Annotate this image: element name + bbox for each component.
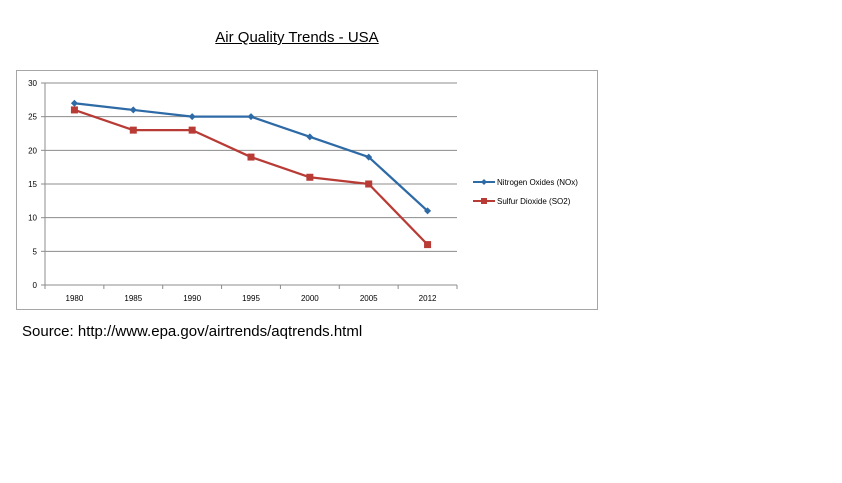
y-tick-label: 10 (28, 214, 37, 223)
data-point-so2 (188, 126, 196, 134)
legend-label: Nitrogen Oxides (NOx) (497, 178, 578, 187)
data-point-nox (247, 113, 255, 121)
x-tick-label: 1990 (183, 294, 201, 303)
y-tick-label: 0 (33, 281, 38, 290)
data-point-so2 (247, 153, 255, 161)
legend-marker (481, 179, 487, 185)
x-tick-label: 2012 (419, 294, 437, 303)
x-tick-label: 2005 (360, 294, 378, 303)
series-lines (70, 99, 432, 249)
x-tick-label: 1995 (242, 294, 260, 303)
legend: Nitrogen Oxides (NOx) Sulfur Dioxide (SO2… (473, 178, 578, 206)
chart-area: 0 5 10 15 20 25 30 1980 1985 1990 1995 2000 2005 2012… (16, 70, 598, 310)
data-point-nox (306, 133, 314, 141)
data-point-so2 (70, 106, 78, 114)
gridlines (45, 82, 457, 252)
x-tick-label: 2000 (301, 294, 319, 303)
data-point-nox (129, 106, 137, 114)
data-point-so2 (365, 180, 373, 188)
x-tick-label: 1980 (66, 294, 84, 303)
x-tick-label: 1985 (124, 294, 142, 303)
data-point-nox (188, 113, 196, 121)
data-point-so2 (129, 126, 137, 134)
legend-label: Sulfur Dioxide (SO2) (497, 197, 571, 206)
data-point-so2 (306, 173, 314, 181)
axes: 0 5 10 15 20 25 30 1980 1985 1990 1995 2000 2005 2012 (28, 79, 458, 303)
y-tick-label: 25 (28, 113, 37, 122)
legend-marker (481, 198, 487, 204)
data-point-nox (365, 153, 373, 161)
data-point-nox (424, 207, 432, 215)
y-tick-label: 5 (33, 247, 38, 256)
series-line-so2 (74, 108, 429, 246)
y-tick-label: 20 (28, 146, 37, 155)
line-chart: 0 5 10 15 20 25 30 1980 1985 1990 1995 2000 2005 2012… (28, 79, 578, 303)
data-point-so2 (424, 241, 432, 249)
y-tick-label: 15 (28, 180, 37, 189)
y-tick-label: 30 (28, 79, 37, 88)
chart-page-title: Air Quality Trends - USA (215, 29, 379, 46)
data-point-nox (70, 99, 78, 107)
source-citation: Source: http://www.epa.gov/airtrends/aqt… (22, 323, 363, 340)
